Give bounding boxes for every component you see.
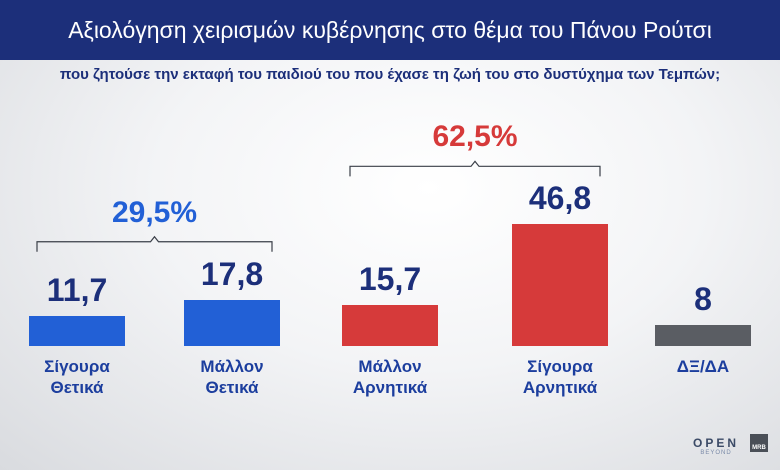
- value-label-0: 11,7: [46, 271, 108, 308]
- value-label-3: 46,8: [528, 180, 592, 217]
- open-logo: OPEN: [692, 436, 739, 450]
- bar-0: [29, 315, 125, 346]
- bar-1: [184, 299, 280, 346]
- value-label-2: 15,7: [358, 261, 422, 298]
- category-label-3: Σίγουρα Αρνητικά: [522, 357, 598, 397]
- category-label-0: Σίγουρα Θετικά: [44, 357, 110, 397]
- bar-4: [655, 325, 751, 346]
- bar-3: [512, 224, 608, 346]
- chart-subtitle: που ζητούσε την εκταφή του παιδιού του π…: [59, 66, 721, 83]
- category-label-4: ΔΞ/ΔΑ: [676, 357, 730, 376]
- group-label-1: 62,5%: [432, 120, 518, 154]
- group-bracket-0: [36, 235, 273, 252]
- category-label-1: Μάλλον Θετικά: [200, 357, 264, 397]
- bar-2: [342, 305, 438, 346]
- open-logo-sub: BEYOND: [700, 450, 732, 456]
- group-label-0: 29,5%: [111, 195, 198, 229]
- group-bracket-1: [349, 160, 601, 177]
- value-label-1: 17,8: [200, 255, 264, 292]
- category-label-2: Μάλλον Αρνητικά: [352, 357, 428, 397]
- mrb-badge: MRB: [750, 434, 768, 452]
- chart-title: Αξιολόγηση χειρισμών κυβέρνησης στο θέμα…: [0, 0, 780, 60]
- value-label-4: 8: [694, 281, 712, 318]
